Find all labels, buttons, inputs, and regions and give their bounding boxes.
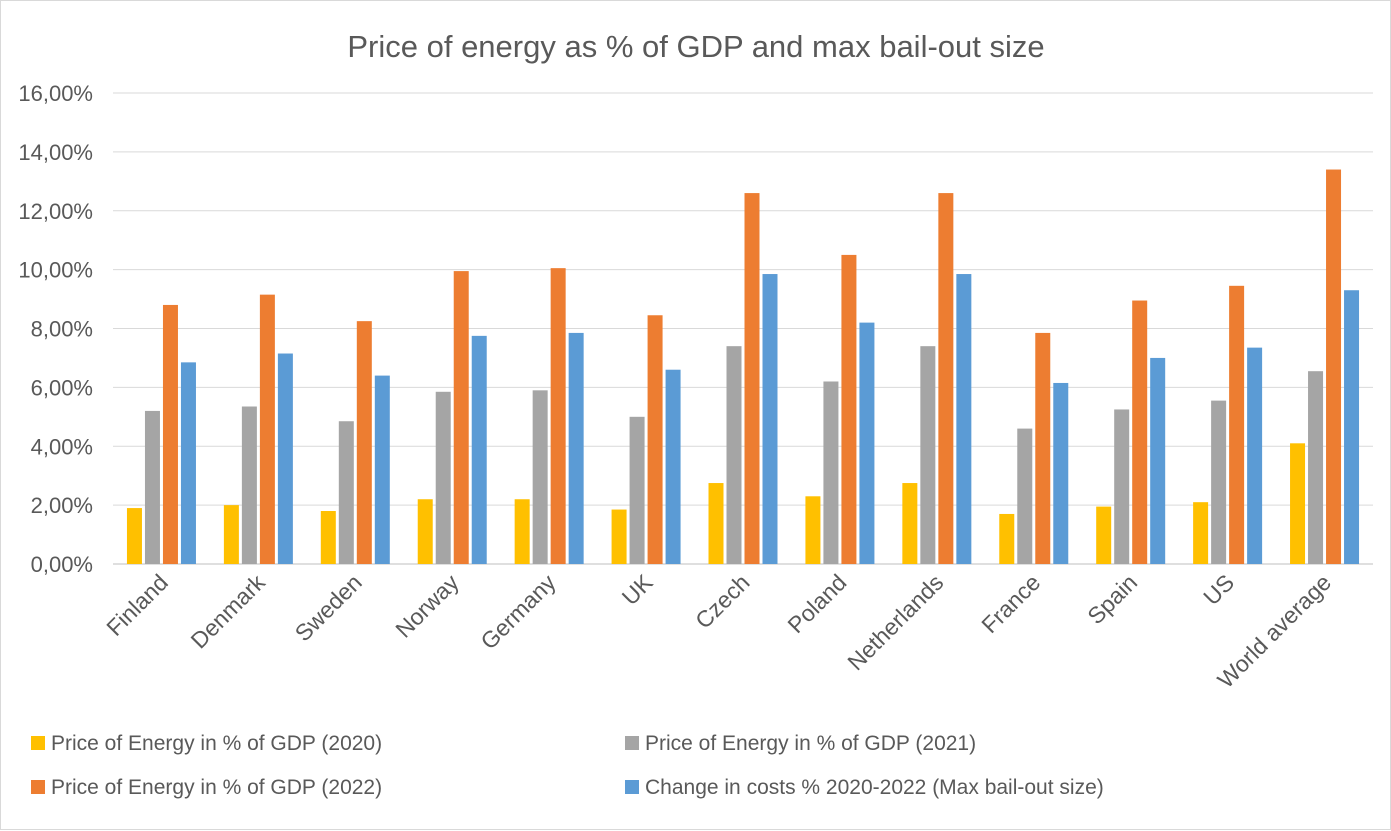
y-axis-ticks: 0,00% 2,00% 4,00% 6,00% 8,00% 10,00% 12,00% 14,… [18,81,93,577]
x-tick-label: France [976,569,1045,638]
bars [126,169,1360,564]
bar-czech-series-2 [726,346,742,564]
y-tick-label: 8,00% [31,317,93,342]
bar-germany-series-4 [568,332,584,564]
bar-sweden-series-3 [356,321,372,564]
y-tick-label: 4,00% [31,434,93,459]
bar-denmark-series-3 [259,294,275,564]
y-tick-label: 0,00% [31,552,93,577]
x-tick-label: Finland [101,569,173,641]
x-tick-label: Germany [475,569,561,655]
bar-finland-series-3 [162,304,178,564]
bar-us-series-1 [1193,502,1209,564]
bar-us-series-3 [1229,285,1245,564]
gridlines [113,92,1373,565]
bar-sweden-series-4 [374,375,390,564]
y-tick-label: 14,00% [18,140,93,165]
x-tick-label: Netherlands [842,569,948,675]
bar-world-average-series-3 [1326,169,1342,564]
x-tick-label: Poland [782,569,851,638]
bar-spain-series-4 [1150,357,1166,564]
bar-denmark-series-4 [277,353,293,564]
bar-germany-series-1 [514,499,530,564]
bar-czech-series-1 [708,483,724,564]
bar-sweden-series-1 [320,511,336,564]
bar-finland-series-4 [180,362,196,564]
x-tick-label: UK [617,569,658,610]
bar-norway-series-3 [453,271,469,564]
legend-label: Price of Energy in % of GDP (2021) [645,732,976,755]
legend-swatch [31,780,45,794]
bar-uk-series-2 [629,416,645,564]
bar-germany-series-2 [532,390,548,564]
x-tick-label: Denmark [186,569,271,654]
legend: Price of Energy in % of GDP (2020) Price … [31,732,1104,799]
bar-czech-series-4 [762,274,778,564]
bar-spain-series-1 [1096,506,1112,564]
bar-spain-series-2 [1114,409,1130,564]
x-tick-label: Spain [1082,569,1142,629]
legend-swatch [625,780,639,794]
bar-uk-series-1 [611,509,627,564]
legend-label: Price of Energy in % of GDP (2020) [51,732,382,755]
bar-spain-series-3 [1132,300,1148,564]
bar-czech-series-3 [744,193,760,564]
bar-world-average-series-1 [1290,443,1306,564]
legend-swatch [31,736,45,750]
bar-netherlands-series-2 [920,346,936,564]
chart-title: Price of energy as % of GDP and max bail… [347,29,1044,64]
bar-norway-series-4 [471,335,487,564]
bar-uk-series-3 [647,315,663,564]
bar-netherlands-series-1 [902,483,918,564]
bar-denmark-series-2 [241,406,257,564]
bar-poland-series-2 [823,381,839,564]
legend-swatch [625,736,639,750]
bar-world-average-series-4 [1344,290,1360,564]
bar-sweden-series-2 [338,421,354,564]
bar-poland-series-3 [841,254,857,564]
y-tick-label: 12,00% [18,199,93,224]
bar-germany-series-3 [550,268,566,564]
bar-denmark-series-1 [223,505,239,564]
x-tick-label: Czech [690,569,754,633]
bar-uk-series-4 [665,369,681,564]
bar-finland-series-1 [126,508,142,564]
legend-label: Price of Energy in % of GDP (2022) [51,776,382,799]
x-tick-label: Sweden [290,569,367,646]
x-axis-ticks: Finland Denmark Sweden Norway Germany UK Czech… [101,569,1336,693]
bar-netherlands-series-4 [956,274,972,564]
y-tick-label: 10,00% [18,258,93,283]
y-tick-label: 16,00% [18,81,93,106]
bar-world-average-series-2 [1308,371,1324,564]
y-tick-label: 2,00% [31,493,93,518]
bar-france-series-4 [1053,382,1069,564]
bar-poland-series-1 [805,496,821,564]
bar-finland-series-2 [144,410,160,564]
bar-norway-series-2 [435,391,451,564]
bar-us-series-2 [1211,400,1227,564]
y-tick-label: 6,00% [31,375,93,400]
x-tick-label: US [1198,569,1239,610]
bar-norway-series-1 [417,499,433,564]
bar-france-series-2 [1017,428,1033,564]
legend-label: Change in costs % 2020-2022 (Max bail-ou… [645,776,1104,799]
x-tick-label: Norway [390,569,464,643]
bar-france-series-3 [1035,332,1051,564]
bar-france-series-1 [999,513,1015,564]
bar-poland-series-4 [859,322,875,564]
bar-us-series-4 [1247,347,1263,564]
bar-netherlands-series-3 [938,193,954,564]
